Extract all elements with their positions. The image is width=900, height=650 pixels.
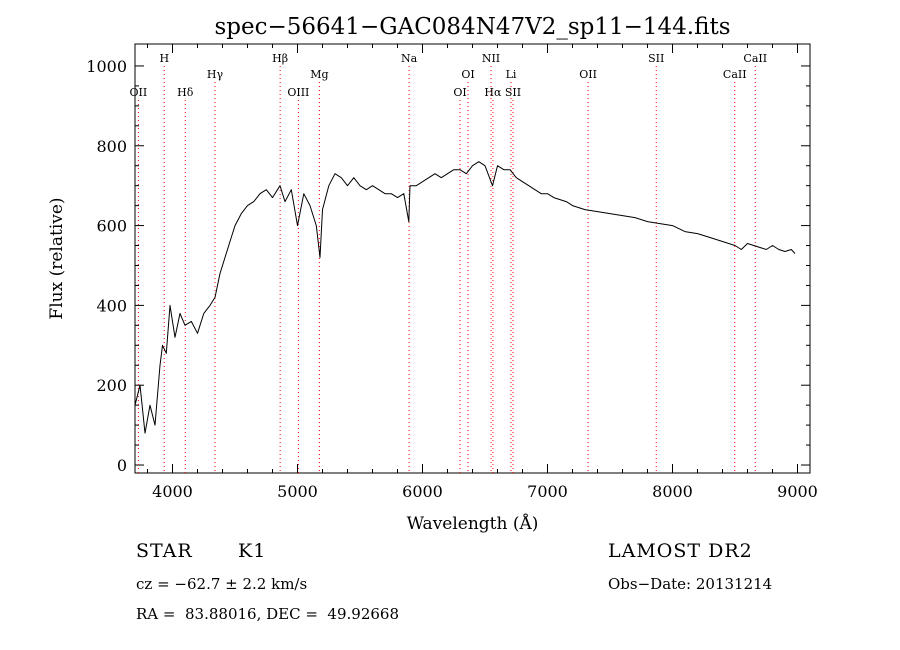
spectral-line-label: H xyxy=(159,52,169,65)
spectrum-chart: 4000 5000 6000 7000 8000 9000 0 200 400 600 800 100… xyxy=(47,14,818,534)
spectrum-line xyxy=(134,161,796,434)
spectral-line-label: Li xyxy=(506,68,517,81)
y-tick-label: 1000 xyxy=(86,57,127,76)
spectral-line-label: NII xyxy=(482,52,500,65)
spectral-line-label: Hβ xyxy=(272,52,288,65)
y-tick-label: 400 xyxy=(96,296,127,315)
spectral-line-label: Na xyxy=(401,52,418,65)
x-tick-label: 4000 xyxy=(152,482,193,501)
chart-title: spec−56641−GAC084N47V2_sp11−144.fits xyxy=(214,14,730,40)
spectral-line-label: OI xyxy=(453,86,466,99)
coordinates: RA = 83.88016, DEC = 49.92668 xyxy=(136,605,400,623)
observation-date: Obs−Date: 20131214 xyxy=(608,575,773,593)
spectral-line-label: Hα xyxy=(484,86,502,99)
spectral-line-label: SII xyxy=(648,52,664,65)
x-tick-label: 5000 xyxy=(277,482,318,501)
x-tick-label: 6000 xyxy=(402,482,443,501)
x-tick-label: 7000 xyxy=(527,482,568,501)
y-tick-label: 0 xyxy=(117,456,127,475)
object-class-label: STAR xyxy=(136,540,193,562)
subclass-label: K1 xyxy=(238,540,267,562)
spectral-line-label: OII xyxy=(579,68,597,81)
plot-frame xyxy=(134,43,811,474)
y-tick-label: 600 xyxy=(96,217,127,236)
survey-label: LAMOST DR2 xyxy=(608,540,753,562)
spectral-line-label: OI xyxy=(461,68,474,81)
x-tick-label: 8000 xyxy=(652,482,693,501)
x-tick-label: 9000 xyxy=(777,482,818,501)
spectral-line-label: Mg xyxy=(310,68,328,81)
spectral-line-label: CaII xyxy=(723,68,747,81)
spectral-line-label: Hδ xyxy=(177,86,194,99)
spectral-line-label: SII xyxy=(505,86,521,99)
spectral-line-label: OII xyxy=(130,86,148,99)
y-axis-label: Flux (relative) xyxy=(47,197,67,319)
redshift-velocity: cz = −62.7 ± 2.2 km/s xyxy=(136,575,308,593)
spectral-line-label: OIII xyxy=(287,86,309,99)
spectral-line-label: Hγ xyxy=(207,68,224,81)
y-tick-label: 200 xyxy=(96,376,127,395)
y-tick-label: 800 xyxy=(96,137,127,156)
spectral-line-label: CaII xyxy=(743,52,767,65)
x-axis-label: Wavelength (Å) xyxy=(407,513,539,534)
